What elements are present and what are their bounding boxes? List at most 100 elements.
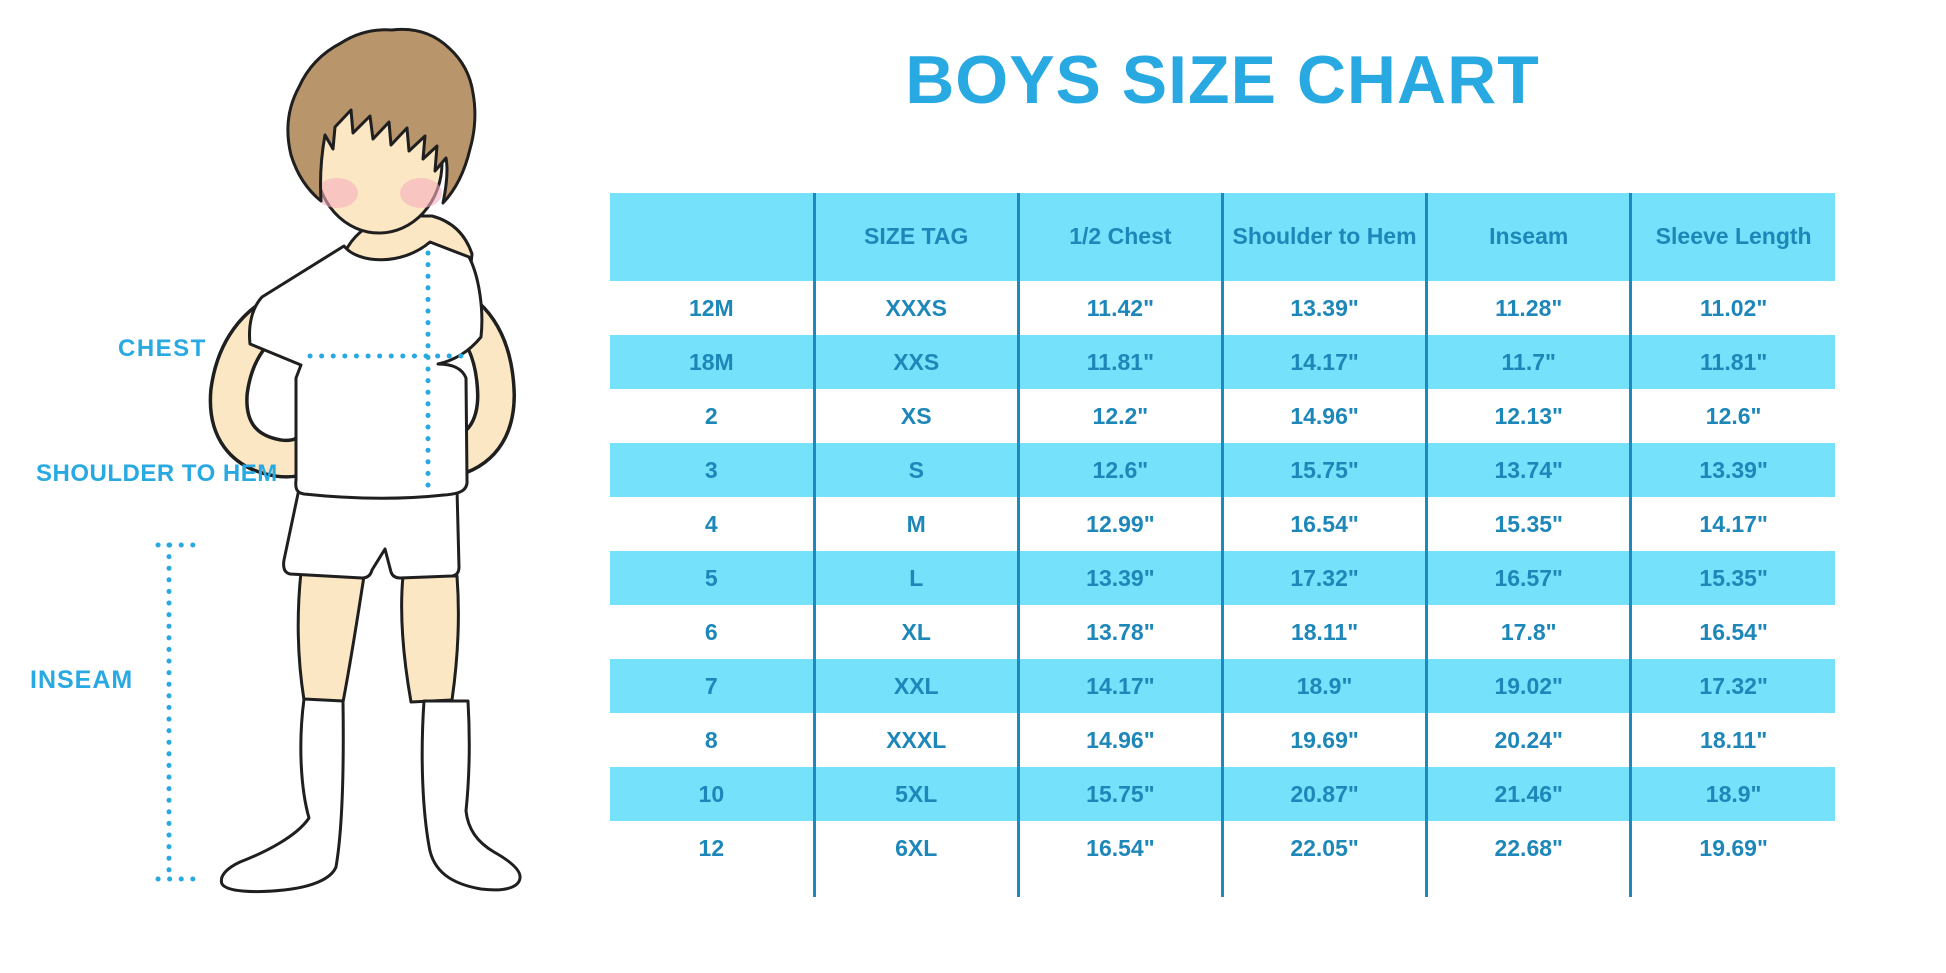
- table-row: 4 M 12.99" 16.54" 15.35" 14.17": [610, 497, 1835, 551]
- page-title: BOYS SIZE CHART: [905, 42, 1540, 118]
- measurement-cell: 13.74": [1425, 443, 1631, 497]
- size-cell: 7: [610, 659, 815, 713]
- size-tag-cell: XXL: [812, 659, 1019, 713]
- size-table: SIZE TAG 1/2 Chest Shoulder to Hem Inseam Sl…: [610, 193, 1835, 897]
- divider-tail-cell: [610, 875, 814, 897]
- measurement-cell: 13.78": [1016, 605, 1223, 659]
- size-tag-cell: XXXS: [812, 281, 1019, 335]
- divider-tail-row: [610, 875, 1835, 897]
- measurement-cell: 19.69": [1220, 713, 1427, 767]
- measurement-cell: 14.17": [1629, 497, 1835, 551]
- measurement-cell: 15.35": [1425, 497, 1631, 551]
- size-tag-cell: XXS: [812, 335, 1019, 389]
- divider-tail-cell: [812, 875, 1019, 897]
- table-header-row: SIZE TAG 1/2 Chest Shoulder to Hem Inseam Sl…: [610, 193, 1835, 281]
- measurement-cell: 19.69": [1629, 821, 1835, 875]
- size-cell: 12: [698, 834, 725, 861]
- measurement-cell: 14.96": [1220, 389, 1427, 443]
- measurement-cell: 20.87": [1220, 767, 1427, 821]
- column-header: 1/2 Chest: [1016, 193, 1223, 281]
- measurement-cell: 18.11": [1629, 713, 1835, 767]
- table-row: 18M XXS 11.81" 14.17" 11.7" 11.81": [610, 335, 1835, 389]
- measurement-cell: 18.11": [1220, 605, 1427, 659]
- measurement-cell: 16.54": [1220, 497, 1427, 551]
- inseam-label: INSEAM: [30, 666, 134, 694]
- measurement-cell: 11.81": [1629, 335, 1835, 389]
- size-cell: 4: [704, 510, 718, 537]
- size-cell: 3: [610, 443, 815, 497]
- divider-tail-cell: [1220, 875, 1427, 897]
- measurement-cell: 15.75": [1016, 767, 1223, 821]
- size-tag-cell: XS: [812, 389, 1019, 443]
- column-header: Sleeve Length: [1629, 193, 1835, 281]
- column-header: SIZE TAG: [812, 193, 1019, 281]
- measurement-cell: 22.68": [1425, 821, 1631, 875]
- table-row: 5 L 13.39" 17.32" 16.57" 15.35": [610, 551, 1835, 605]
- table-row: 6 XL 13.78" 18.11" 17.8" 16.54": [610, 605, 1835, 659]
- measurement-cell: 16.54": [1629, 605, 1835, 659]
- measurement-cell: 19.02": [1425, 659, 1631, 713]
- measurement-cell: 11.28": [1425, 281, 1631, 335]
- size-tag-cell: XL: [812, 605, 1019, 659]
- divider-tail-cell: [1425, 875, 1631, 897]
- measurement-cell: 13.39": [1629, 443, 1835, 497]
- measurement-figure-area: CHEST SHOULDER TO HEM INSEAM: [0, 0, 560, 973]
- table-body: 12M XXXS 11.42" 13.39" 11.28" 11.02" 18M XXS 11.…: [610, 281, 1835, 897]
- size-table-wrap: SIZE TAG 1/2 Chest Shoulder to Hem Inseam Sl…: [610, 193, 1835, 897]
- column-header: Shoulder to Hem: [1220, 193, 1427, 281]
- chest-label: CHEST: [118, 335, 207, 362]
- table-row: 12 6XL 16.54" 22.05" 22.68" 19.69": [610, 821, 1835, 875]
- measurement-cell: 11.02": [1629, 281, 1835, 335]
- measurement-cell: 13.39": [1016, 551, 1223, 605]
- size-tag-cell: 6XL: [812, 821, 1019, 875]
- table-row: 2 XS 12.2" 14.96" 12.13" 12.6": [610, 389, 1835, 443]
- size-cell: 5: [610, 551, 815, 605]
- table-row: 10 5XL 15.75" 20.87" 21.46" 18.9": [610, 767, 1835, 821]
- size-cell: 12M: [688, 294, 734, 321]
- measurement-cell: 21.46": [1425, 767, 1631, 821]
- table-row: 3 S 12.6" 15.75" 13.74" 13.39": [610, 443, 1835, 497]
- table-row: 12M XXXS 11.42" 13.39" 11.28" 11.02": [610, 281, 1835, 335]
- measurement-cell: 12.2": [1016, 389, 1223, 443]
- size-tag-cell: S: [812, 443, 1019, 497]
- measurement-cell: 14.17": [1220, 335, 1427, 389]
- measurement-cell: 15.75": [1220, 443, 1427, 497]
- measurement-cell: 20.24": [1425, 713, 1631, 767]
- size-cell: 18M: [610, 335, 815, 389]
- measurement-cell: 11.81": [1016, 335, 1223, 389]
- table-row: 7 XXL 14.17" 18.9" 19.02" 17.32": [610, 659, 1835, 713]
- boy-figure-illustration: [155, 27, 522, 894]
- size-tag-cell: M: [812, 497, 1019, 551]
- divider-tail-cell: [1629, 875, 1835, 897]
- size-cell: 6: [704, 618, 718, 645]
- measurement-cell: 15.35": [1629, 551, 1835, 605]
- column-header: Inseam: [1425, 193, 1631, 281]
- measurement-cell: 11.42": [1016, 281, 1223, 335]
- measurement-cell: 12.13": [1425, 389, 1631, 443]
- measurement-cell: 18.9": [1220, 659, 1427, 713]
- measurement-cell: 17.32": [1220, 551, 1427, 605]
- measurement-cell: 16.57": [1425, 551, 1631, 605]
- measurement-cell: 18.9": [1629, 767, 1835, 821]
- measurement-cell: 17.32": [1629, 659, 1835, 713]
- size-tag-cell: XXXL: [812, 713, 1019, 767]
- measurement-cell: 16.54": [1016, 821, 1223, 875]
- shoulder-to-hem-label: SHOULDER TO HEM: [36, 460, 278, 487]
- size-tag-cell: L: [812, 551, 1019, 605]
- measurement-cell: 12.6": [1016, 443, 1223, 497]
- measurement-cell: 17.8": [1425, 605, 1631, 659]
- size-cell: 2: [704, 402, 718, 429]
- size-tag-cell: 5XL: [812, 767, 1019, 821]
- measurement-cell: 14.96": [1016, 713, 1223, 767]
- size-cell: 10: [610, 767, 815, 821]
- measurement-cell: 13.39": [1220, 281, 1427, 335]
- measurement-cell: 14.17": [1016, 659, 1223, 713]
- measurement-cell: 12.6": [1629, 389, 1835, 443]
- table-row: 8 XXXL 14.96" 19.69" 20.24" 18.11": [610, 713, 1835, 767]
- measurement-cell: 11.7": [1425, 335, 1631, 389]
- divider-tail-cell: [1016, 875, 1223, 897]
- size-cell: 8: [704, 726, 718, 753]
- measurement-cell: 12.99": [1016, 497, 1223, 551]
- measurement-cell: 22.05": [1220, 821, 1427, 875]
